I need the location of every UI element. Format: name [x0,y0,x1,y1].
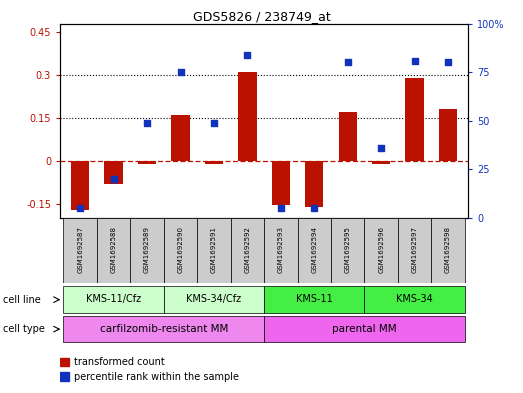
Bar [264,286,365,313]
Text: percentile rank within the sample: percentile rank within the sample [74,372,240,382]
Text: KMS-11/Cfz: KMS-11/Cfz [86,294,141,304]
Text: KMS-34: KMS-34 [396,294,433,304]
Bar [271,161,290,205]
Bar [365,218,398,283]
Text: GSM1692589: GSM1692589 [144,226,150,273]
Point [377,145,385,151]
Text: cell type: cell type [3,324,44,334]
Bar [305,161,323,207]
Text: transformed count: transformed count [74,357,165,367]
Text: GSM1692591: GSM1692591 [211,226,217,273]
Text: GSM1692592: GSM1692592 [244,226,251,273]
Bar [164,286,264,313]
Point [411,57,419,64]
Bar [398,218,431,283]
Text: GSM1692587: GSM1692587 [77,226,83,273]
Text: KMS-11: KMS-11 [296,294,333,304]
Bar [60,373,69,381]
Bar [130,218,164,283]
Point [444,59,452,66]
Point [243,51,252,58]
Bar [97,218,130,283]
Bar [138,161,156,164]
Bar [331,218,365,283]
Text: GDS5826 / 238749_at: GDS5826 / 238749_at [192,10,331,23]
Bar [164,218,197,283]
Point [76,205,84,211]
Bar [105,161,123,184]
Text: KMS-34/Cfz: KMS-34/Cfz [186,294,242,304]
Text: GSM1692596: GSM1692596 [378,226,384,273]
Bar [264,316,465,342]
Text: GSM1692593: GSM1692593 [278,226,284,273]
Point [109,176,118,182]
Bar [60,358,69,366]
Text: carfilzomib-resistant MM: carfilzomib-resistant MM [99,323,228,334]
Bar [205,161,223,164]
Bar [405,78,424,161]
Bar [372,161,390,164]
Bar [197,218,231,283]
Bar [264,218,298,283]
Bar [172,115,190,161]
Point [176,69,185,75]
Point [310,205,319,211]
Text: cell line: cell line [3,295,40,305]
Point [277,205,285,211]
Text: GSM1692598: GSM1692598 [445,226,451,273]
Bar [63,316,264,342]
Text: GSM1692595: GSM1692595 [345,226,351,273]
Bar [63,286,164,313]
Bar [63,218,97,283]
Point [210,119,218,126]
Text: parental MM: parental MM [332,323,397,334]
Bar [431,218,465,283]
Point [344,59,352,66]
Text: GSM1692597: GSM1692597 [412,226,417,273]
Bar [365,286,465,313]
Bar [71,161,89,209]
Text: GSM1692594: GSM1692594 [311,226,317,273]
Bar [238,72,257,161]
Text: GSM1692590: GSM1692590 [177,226,184,273]
Bar [439,109,457,161]
Bar [231,218,264,283]
Bar [338,112,357,161]
Bar [298,218,331,283]
Text: GSM1692588: GSM1692588 [111,226,117,273]
Point [143,119,151,126]
